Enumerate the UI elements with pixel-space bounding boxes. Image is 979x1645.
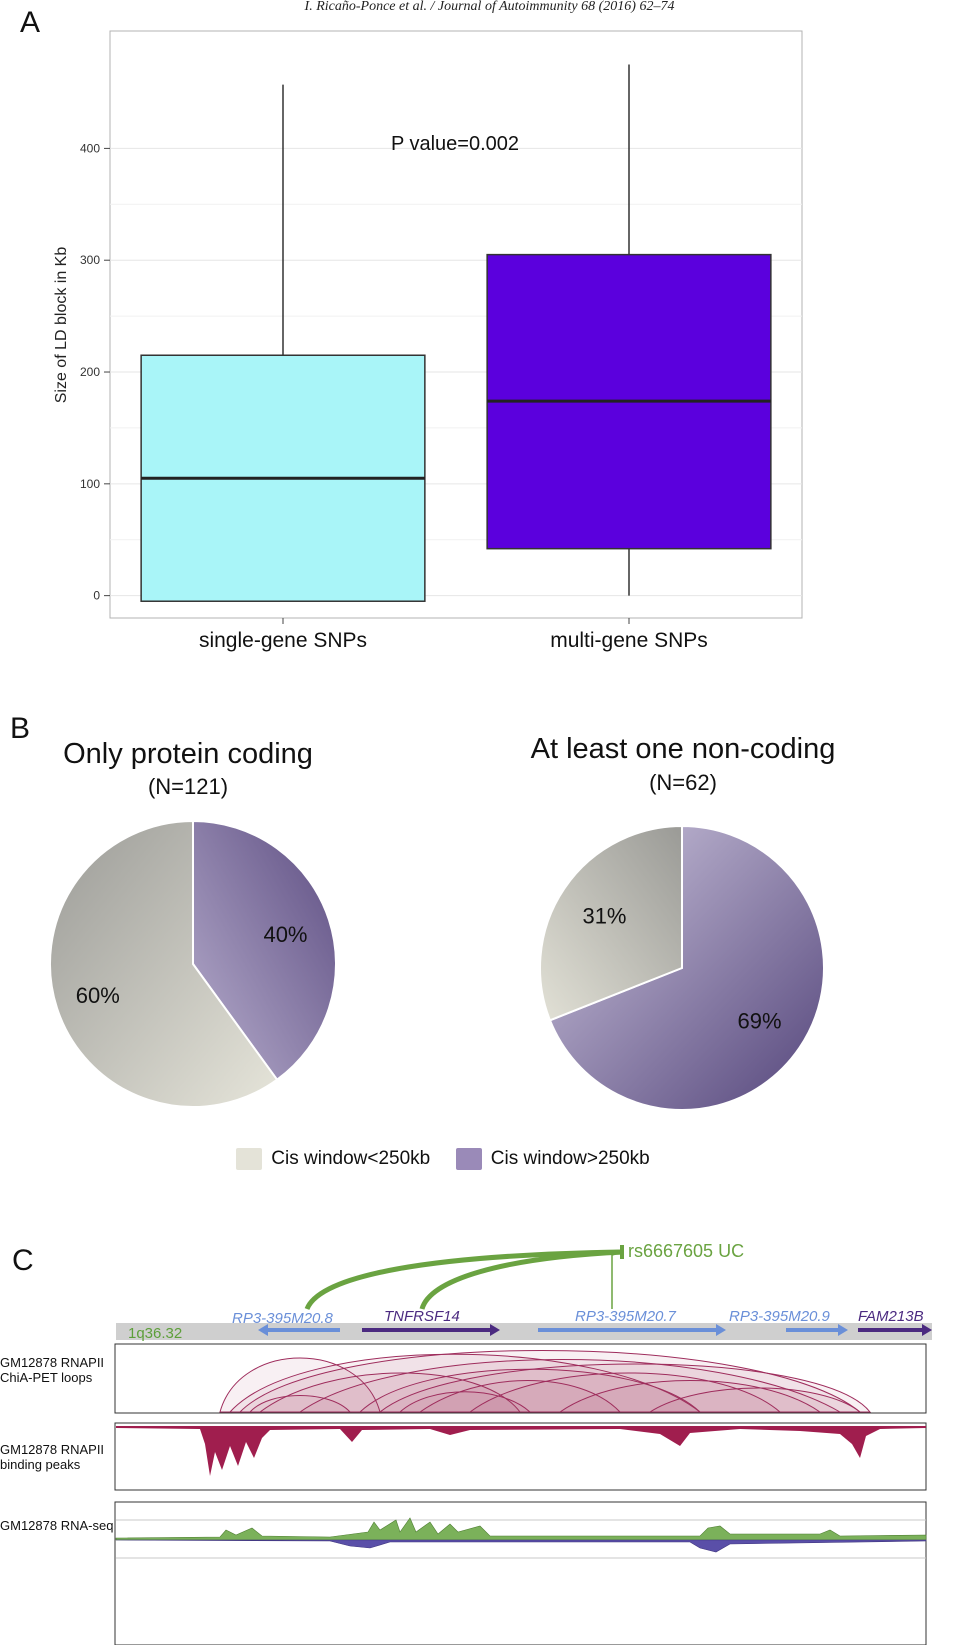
snp-marker — [620, 1245, 624, 1259]
pie1-n: (N=121) — [147, 774, 229, 799]
legend-label-over-250kb: Cis window>250kb — [490, 1148, 650, 1170]
y-axis-label: Size of LD block in Kb — [53, 247, 70, 404]
rnaseq-plus — [115, 1517, 927, 1541]
y-tick-label: 100 — [80, 477, 100, 491]
pie1-title: Only protein coding — [63, 738, 313, 770]
pie-only-protein-coding: 40% 60% — [49, 819, 337, 1108]
pie-legend: Cis window<250kb Cis window>250kb — [236, 1148, 650, 1170]
rnaseq-minus — [115, 1539, 927, 1553]
track-frame-rnaseq — [114, 1501, 927, 1645]
y-tick-label: 200 — [80, 365, 100, 379]
pie-slice-label: 69% — [737, 1009, 781, 1034]
band-label: 1q36.32 — [128, 1325, 182, 1342]
pie-slice — [49, 819, 279, 1108]
track-label-rnaseq-line1: GM12878 RNA-seq — [0, 1518, 114, 1533]
gene-label-rp3-395m20-8: RP3-395M20.8 — [232, 1310, 334, 1327]
pie2-title: At least one non-coding — [530, 733, 836, 765]
y-tick-label: 400 — [80, 141, 100, 155]
legend-swatch-over-250kb — [455, 1148, 482, 1170]
chromosome-bar — [116, 1323, 932, 1340]
journal-header: I. Ricaño-Ponce et al. / Journal of Auto… — [304, 0, 675, 14]
gene-label-rp3-395m20-7: RP3-395M20.7 — [575, 1308, 677, 1325]
track-label-peaks: GM12878 RNAPII binding peaks — [0, 1442, 104, 1472]
panel-label-c: C — [12, 1244, 34, 1277]
gene-arrows — [258, 1324, 932, 1336]
pie-non-coding: 69% 31% — [539, 824, 825, 1111]
pie2-n: (N=62) — [649, 770, 717, 795]
snp-link-3 — [611, 1251, 624, 1309]
chiapet-loops — [219, 1350, 872, 1413]
pie-slice — [548, 824, 825, 1111]
track-label-peaks-line2: binding peaks — [0, 1457, 81, 1472]
pie-charts: 40% 60% 69% 31% — [49, 819, 825, 1111]
track-label-loops-line1: GM12878 RNAPII — [0, 1355, 105, 1370]
box-2 — [486, 64, 772, 596]
p-value-annotation: P value=0.002 — [391, 133, 519, 155]
legend-swatch-under-250kb — [236, 1148, 262, 1170]
pie-slice — [539, 824, 683, 1022]
panel-label-b: B — [10, 712, 31, 745]
pie-slice-label: 40% — [263, 922, 307, 947]
panel-label-a: A — [20, 6, 41, 39]
rnapii-peaks — [116, 1426, 926, 1476]
track-label-loops: GM12878 RNAPII ChiA-PET loops — [0, 1355, 104, 1385]
pie-slice — [192, 819, 337, 1082]
y-tick-label: 0 — [93, 589, 100, 603]
gene-label-tnfrsf14: TNFRSF14 — [384, 1308, 460, 1325]
y-axis-ticks: 0 100 200 300 400 — [80, 141, 110, 603]
gene-label-rp3-395m20-9: RP3-395M20.9 — [729, 1308, 831, 1325]
x-axis-labels: single-gene SNPs multi-gene SNPs — [199, 618, 708, 652]
snp-label: rs6667605 UC — [628, 1241, 744, 1261]
track-label-loops-line2: ChiA-PET loops — [0, 1370, 93, 1385]
y-tick-label: 300 — [80, 253, 100, 267]
box-1 — [140, 84, 426, 602]
boxplot-chart: 0 100 200 300 400 Size of LD block in Kb P v… — [53, 30, 803, 652]
legend-label-under-250kb: Cis window<250kb — [271, 1148, 431, 1170]
genome-browser: rs6667605 UC 1q36.32 RP3-395M20.8 TNFRSF… — [114, 1241, 932, 1645]
pie-slice-label: 60% — [76, 983, 120, 1008]
track-label-peaks-line1: GM12878 RNAPII — [0, 1442, 105, 1457]
snp-link-2 — [419, 1249, 624, 1310]
x-tick-label: single-gene SNPs — [199, 629, 367, 652]
gene-label-fam213b: FAM213B — [858, 1308, 924, 1325]
snp-link-1 — [304, 1249, 624, 1311]
boxes — [140, 64, 772, 602]
x-tick-label: multi-gene SNPs — [550, 629, 708, 652]
track-frame-loops — [114, 1343, 927, 1414]
pie-slice-label: 31% — [582, 903, 626, 928]
track-label-rnaseq: GM12878 RNA-seq — [0, 1518, 113, 1533]
